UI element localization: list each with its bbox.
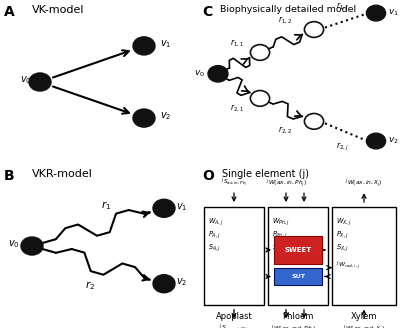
Text: $r_{2,2}$: $r_{2,2}$ [278, 125, 292, 136]
Circle shape [250, 91, 270, 106]
Text: $W_{Ph,j}$: $W_{Ph,j}$ [272, 216, 290, 228]
Circle shape [250, 45, 270, 60]
Text: $W_{A,j}$: $W_{A,j}$ [208, 216, 223, 228]
Text: $^JS_{ax,in,Ph_j}$: $^JS_{ax,in,Ph_j}$ [221, 176, 247, 189]
Text: $r_{2,j}$: $r_{2,j}$ [336, 141, 348, 153]
Text: Apoplast: Apoplast [216, 312, 252, 320]
Text: $v_0$: $v_0$ [8, 238, 20, 250]
Text: $^JW_{rad,i,j}$: $^JW_{rad,i,j}$ [336, 260, 360, 272]
Text: O: O [202, 169, 214, 183]
Text: $W_{X,j}$: $W_{X,j}$ [336, 216, 351, 228]
Text: A: A [4, 5, 15, 19]
Bar [274, 236, 322, 264]
Text: $S_{Ph,j}$: $S_{Ph,j}$ [272, 243, 288, 254]
Circle shape [153, 199, 175, 217]
Text: $r_{1,2}$: $r_{1,2}$ [278, 15, 292, 26]
Text: $P_{X,j}$: $P_{X,j}$ [336, 230, 349, 241]
Text: $P_{A,j}$: $P_{A,j}$ [208, 230, 221, 241]
Circle shape [133, 37, 155, 55]
Text: B: B [4, 169, 15, 183]
Text: $^JW(ax,in,Ph_j)$: $^JW(ax,in,Ph_j)$ [266, 177, 306, 189]
Text: SWEET: SWEET [284, 247, 312, 253]
Text: $v_0$: $v_0$ [20, 74, 32, 86]
Circle shape [208, 66, 228, 82]
Text: $r_{1,j}$: $r_{1,j}$ [336, 1, 348, 13]
Text: $^JS_{ax,out,Ph_j}$: $^JS_{ax,out,Ph_j}$ [219, 323, 249, 328]
Text: $S_{X,j}$: $S_{X,j}$ [336, 243, 349, 254]
Text: SUT: SUT [291, 274, 305, 279]
Bar [268, 207, 328, 305]
Bar [332, 207, 396, 305]
Bar [274, 268, 322, 285]
Text: $v_2$: $v_2$ [160, 111, 171, 122]
Text: $v_1$: $v_1$ [160, 38, 171, 50]
Circle shape [366, 5, 386, 21]
Text: $^JW(ax,in,X_j)$: $^JW(ax,in,X_j)$ [345, 177, 383, 189]
Text: VK-model: VK-model [32, 5, 84, 15]
Text: $v_1$: $v_1$ [388, 8, 399, 18]
Bar [204, 207, 264, 305]
Text: Xylem: Xylem [351, 312, 377, 320]
Text: Biophysically detailed model: Biophysically detailed model [220, 5, 356, 14]
Text: $r_{2,1}$: $r_{2,1}$ [230, 102, 244, 114]
Text: $v_0$: $v_0$ [194, 69, 205, 79]
Text: $S_{A,j}$: $S_{A,j}$ [208, 243, 221, 254]
Text: $v_2$: $v_2$ [176, 276, 187, 288]
Text: $v_2$: $v_2$ [388, 136, 399, 146]
Circle shape [133, 109, 155, 127]
Text: $r_{1,1}$: $r_{1,1}$ [230, 38, 244, 49]
Text: C: C [202, 5, 212, 19]
Circle shape [153, 275, 175, 293]
Text: Single element (j): Single element (j) [222, 169, 309, 179]
Text: $P_{Ph,j}$: $P_{Ph,j}$ [272, 230, 287, 241]
Text: $r_1$: $r_1$ [101, 199, 111, 213]
Text: Phloem: Phloem [282, 312, 314, 320]
Text: $^JW(ax,out,X_j)$: $^JW(ax,out,X_j)$ [343, 323, 385, 328]
Text: $v_1$: $v_1$ [176, 201, 187, 213]
Text: $r_2$: $r_2$ [85, 279, 95, 293]
Text: $^JW(ax,out,Ph_j)$: $^JW(ax,out,Ph_j)$ [271, 323, 317, 328]
Circle shape [21, 237, 43, 255]
Circle shape [304, 22, 324, 37]
Circle shape [304, 113, 324, 129]
Text: VKR-model: VKR-model [32, 169, 93, 179]
Circle shape [366, 133, 386, 149]
Circle shape [29, 73, 51, 91]
